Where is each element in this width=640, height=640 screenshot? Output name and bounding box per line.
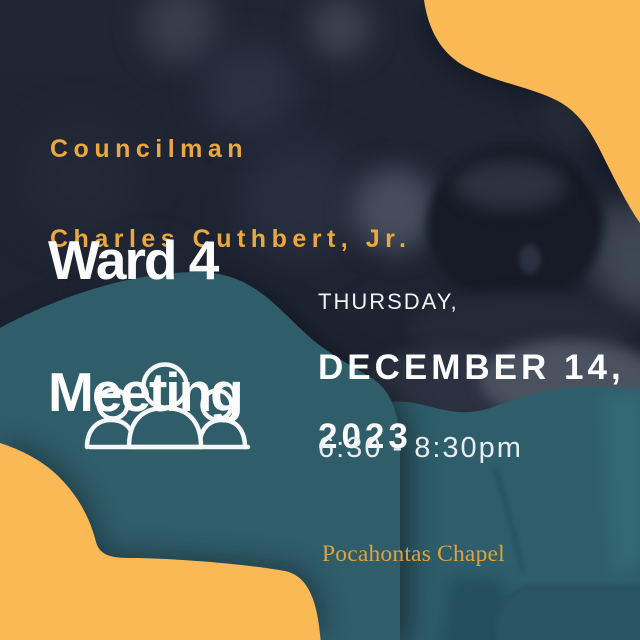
venue-street: 134 Witten Street: [322, 634, 532, 640]
page-title: Ward 4 Meeting: [48, 150, 244, 502]
bokeh-spot: [240, 140, 360, 260]
bokeh-spot: [142, 0, 218, 63]
title-line2: Meeting: [48, 361, 244, 423]
event-date: THURSDAY, DECEMBER 14, 2023: [318, 252, 625, 489]
event-year: 2023: [318, 417, 412, 456]
audience-head-highlight: [455, 160, 565, 210]
bokeh-spot: [310, 0, 370, 58]
audience-ear: [519, 244, 541, 274]
center-person-shoulders: [126, 405, 204, 450]
event-date-line: DECEMBER 14,: [318, 348, 625, 387]
bokeh-spot: [353, 168, 437, 252]
councilman-fullname: Charles Cuthbert, Jr.: [50, 225, 412, 253]
chair-back: [495, 585, 640, 640]
event-day: THURSDAY,: [318, 289, 459, 314]
title-line1: Ward 4: [48, 229, 219, 291]
venue-name: Pocahontas Chapel: [322, 541, 505, 567]
councilman-name: Councilman Charles Cuthbert, Jr.: [50, 74, 411, 314]
councilman-label: Councilman: [50, 135, 249, 163]
bokeh-spot: [20, 120, 140, 240]
chair-highlight: [600, 392, 640, 575]
event-address: Pocahontas Chapel 134 Witten Street Pete…: [322, 476, 532, 640]
chair-shadow: [441, 575, 505, 640]
chair-seam: [493, 467, 525, 573]
bokeh-spot: [204, 44, 296, 136]
event-time: 6:30 - 8:30pm: [318, 432, 523, 464]
